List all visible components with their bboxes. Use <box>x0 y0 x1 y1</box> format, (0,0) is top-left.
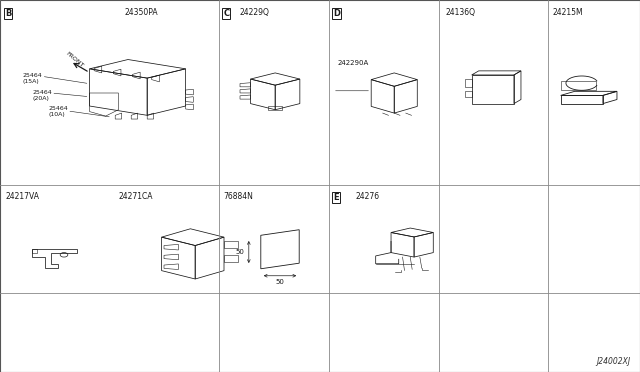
Text: 25464: 25464 <box>48 106 68 111</box>
Text: 76884N: 76884N <box>223 192 253 201</box>
Text: 24136Q: 24136Q <box>445 8 476 17</box>
Text: 24217VA: 24217VA <box>5 192 39 201</box>
Text: 24350PA: 24350PA <box>125 8 159 17</box>
Text: 242290A: 242290A <box>337 60 369 65</box>
Bar <box>561 81 596 90</box>
Bar <box>472 75 514 104</box>
Text: (20A): (20A) <box>32 96 49 101</box>
Text: (15A): (15A) <box>22 79 39 84</box>
Text: 24229Q: 24229Q <box>240 8 270 17</box>
Text: 24215M: 24215M <box>552 8 583 17</box>
Bar <box>465 92 472 97</box>
Text: 25464: 25464 <box>22 73 42 77</box>
Text: J24002XJ: J24002XJ <box>596 357 630 366</box>
Text: D: D <box>333 9 340 18</box>
Bar <box>465 79 472 87</box>
Text: E: E <box>333 193 339 202</box>
Text: C: C <box>223 9 230 18</box>
Text: FRONT: FRONT <box>65 51 84 69</box>
Bar <box>268 106 282 110</box>
Text: 50: 50 <box>235 249 244 255</box>
Text: 24271CA: 24271CA <box>118 192 153 201</box>
Text: 24276: 24276 <box>355 192 380 201</box>
Text: 25464: 25464 <box>32 90 52 95</box>
Text: 50: 50 <box>276 279 284 285</box>
Text: B: B <box>5 9 12 18</box>
Bar <box>32 249 36 253</box>
Text: (10A): (10A) <box>48 112 65 117</box>
